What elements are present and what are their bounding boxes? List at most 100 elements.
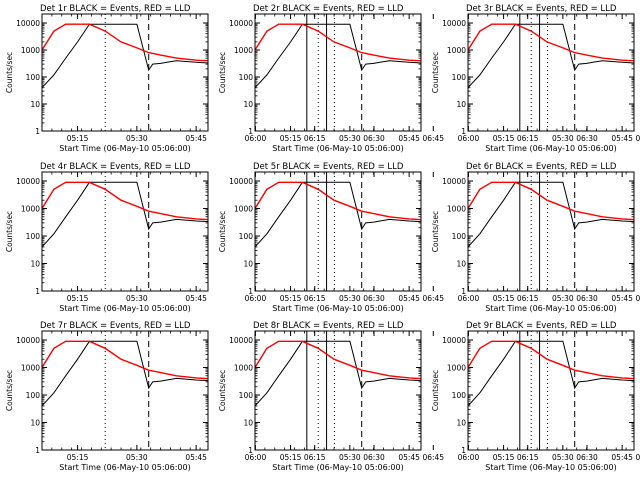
x-tick-label: 05:30 (339, 134, 361, 143)
x-tick-label: 05:45 (185, 134, 207, 143)
x-axis-label: Start Time (06-May-10 05:06:00) (272, 304, 403, 313)
y-tick-label: 10 (30, 100, 40, 109)
plot-frame (467, 171, 635, 292)
panel-1: Det 1r BLACK = Events, RED = LLD11010010… (5, 4, 444, 153)
y-tick-label: 100 (452, 73, 467, 82)
x-tick-label: 05:15 (280, 453, 302, 462)
x-tick-label: 05:45 (611, 294, 633, 303)
x-tick-label: 05:30 (339, 453, 361, 462)
plot-frame (467, 330, 635, 451)
y-tick-label: 1000 (447, 364, 466, 373)
x-tick-label: 06:45 (635, 134, 640, 143)
y-tick-label: 1 (461, 446, 466, 455)
x-axis-label: Start Time (06-May-10 05:06:00) (485, 304, 616, 313)
x-tick-label: 06:30 (576, 134, 598, 143)
y-tick-label: 10000 (16, 177, 40, 186)
y-tick-label: 10000 (229, 19, 253, 28)
x-tick-label: 05:15 (493, 453, 515, 462)
series-events (42, 23, 208, 89)
y-axis-label: Counts/sec (5, 52, 14, 93)
series-events (255, 340, 421, 407)
y-tick-label: 100 (26, 232, 41, 241)
y-tick-label: 1 (461, 127, 466, 136)
y-tick-label: 100 (239, 73, 254, 82)
x-tick-label: 05:15 (67, 294, 89, 303)
panel-2: Det 2r BLACK = Events, RED = LLD 1 10 100 10… (218, 4, 640, 153)
x-tick-label: 06:30 (576, 294, 598, 303)
x-tick-label: 05:45 (185, 294, 207, 303)
y-axis-label: Counts/sec (431, 52, 440, 93)
y-tick-label: 1 (248, 446, 253, 455)
x-tick-label: 05:30 (552, 453, 574, 462)
x-tick-label: 06:15 (517, 134, 539, 143)
y-tick-label: 10 (243, 100, 253, 109)
y-tick-label: 1 (35, 127, 40, 136)
y-tick-label: 1000 (234, 205, 253, 214)
y-tick-label: 100 (26, 391, 41, 400)
x-axis-label: Start Time (06-May-10 05:06:00) (485, 463, 616, 472)
x-tick-label: 05:45 (398, 134, 420, 143)
x-tick-label: 05:45 (185, 453, 207, 462)
x-axis-label: Start Time (06-May-10 05:06:00) (272, 144, 403, 153)
y-tick-label: 1 (35, 446, 40, 455)
x-tick-label: 05:15 (67, 134, 89, 143)
x-axis-label: Start Time (06-May-10 05:06:00) (59, 144, 190, 153)
x-tick-label: 05:30 (339, 294, 361, 303)
x-tick-label: 06:00 (458, 134, 480, 143)
panel-8: Det 8r BLACK = Events, RED = LLD11010010… (218, 321, 640, 472)
x-tick-label: 06:45 (422, 453, 444, 462)
x-tick-label: 05:45 (611, 453, 633, 462)
series-lld (468, 181, 634, 221)
y-axis-label: Counts/sec (431, 370, 440, 411)
plot-frame (41, 13, 209, 132)
y-tick-label: 100 (239, 232, 254, 241)
y-tick-label: 10000 (442, 177, 466, 186)
x-tick-label: 06:15 (517, 453, 539, 462)
y-tick-label: 10 (243, 260, 253, 269)
x-tick-label: 05:30 (126, 294, 148, 303)
x-tick-label: 06:30 (363, 294, 385, 303)
x-tick-label: 06:45 (635, 294, 640, 303)
series-events (468, 340, 634, 407)
series-events (255, 181, 421, 248)
chart-title: Det 2r BLACK = Events, RED = LLD (253, 4, 404, 14)
y-tick-label: 1000 (234, 46, 253, 55)
y-axis-label: Counts/sec (218, 211, 227, 252)
x-tick-label: 06:45 (422, 294, 444, 303)
x-tick-label: 05:15 (280, 134, 302, 143)
series-lld (42, 340, 208, 380)
y-tick-label: 1000 (21, 205, 40, 214)
y-tick-label: 10 (456, 260, 466, 269)
panel-9: Det 9r BLACK = Events, RED = LLD 1 10 100 10… (431, 321, 635, 472)
series-lld (255, 340, 421, 380)
plot-frame (254, 171, 422, 292)
y-tick-label: 1 (461, 287, 466, 296)
series-lld (468, 23, 634, 62)
y-tick-label: 10000 (442, 336, 466, 345)
series-lld (468, 340, 634, 380)
x-tick-label: 06:30 (576, 453, 598, 462)
y-axis-label: Counts/sec (5, 370, 14, 411)
plot-frame (254, 330, 422, 451)
x-tick-label: 06:00 (245, 294, 267, 303)
chart-title: Det 6r BLACK = Events, RED = LLD (466, 162, 617, 172)
x-tick-label: 06:30 (363, 453, 385, 462)
chart-title: Det 4r BLACK = Events, RED = LLD (40, 162, 191, 172)
series-lld (255, 181, 421, 221)
y-tick-label: 10 (456, 100, 466, 109)
y-tick-label: 1000 (21, 46, 40, 55)
chart-title: Det 8r BLACK = Events, RED = LLD (253, 321, 404, 331)
series-events (468, 23, 634, 89)
x-tick-label: 06:45 (422, 134, 444, 143)
series-events (468, 181, 634, 248)
panel-6: Det 6r BLACK = Events, RED = LLD 1 10 100 10… (431, 162, 635, 313)
series-lld (42, 181, 208, 221)
series-events (42, 181, 208, 248)
y-tick-label: 10000 (229, 336, 253, 345)
y-tick-label: 100 (239, 391, 254, 400)
x-axis-label: Start Time (06-May-10 05:06:00) (485, 144, 616, 153)
y-tick-label: 10 (243, 419, 253, 428)
chart-title: Det 3r BLACK = Events, RED = LLD (466, 4, 617, 14)
x-tick-label: 05:15 (67, 453, 89, 462)
